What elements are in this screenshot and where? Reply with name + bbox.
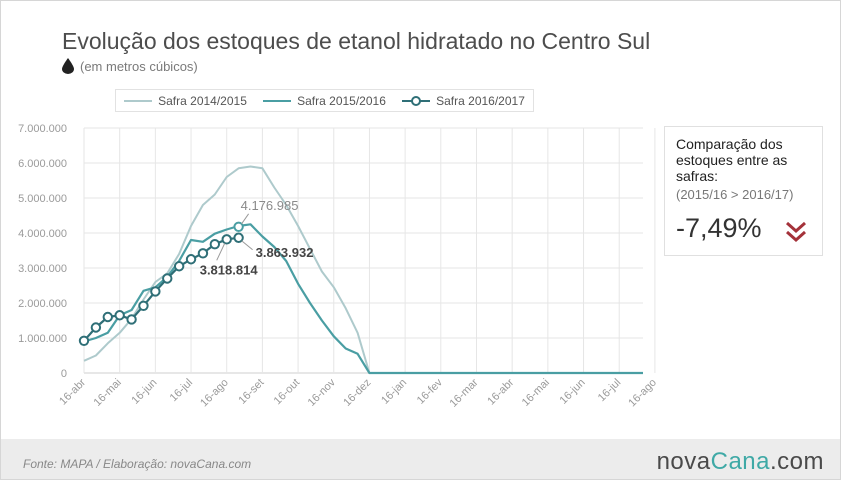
chart-subtitle: (em metros cúbicos) [62, 58, 198, 74]
footer-bar: Fonte: MAPA / Elaboração: novaCana.com n… [1, 439, 840, 479]
legend-swatch-line-icon [263, 99, 292, 102]
x-tick-label: 16-jan [379, 377, 409, 407]
brand-logo-accent: Cana [710, 448, 770, 475]
y-tick-label: 2.000.000 [18, 298, 67, 310]
y-tick-label: 5.000.000 [18, 193, 67, 205]
data-point-2016-2017 [114, 310, 125, 321]
y-tick-label: 7.000.000 [18, 123, 67, 135]
double-chevron-down-icon [786, 221, 806, 243]
gridlines [83, 127, 656, 374]
legend-label: Safra 2014/2015 [158, 93, 247, 108]
data-point-2016-2017 [233, 232, 244, 243]
brand-logo-tld: .com [769, 448, 824, 475]
x-tick-label: 16-mai [92, 377, 124, 409]
annotation-leader [216, 243, 226, 261]
y-tick-label: 1.000.000 [18, 333, 67, 345]
drop-icon [62, 58, 74, 74]
x-tick-label: 16-jun [129, 377, 159, 407]
x-tick-label: 16-out [272, 377, 303, 408]
comparison-value: -7,49% [676, 213, 762, 243]
x-tick-label: 16-abr [57, 376, 88, 407]
subtitle-text: (em metros cúbicos) [80, 58, 198, 74]
x-tick-label: 16-fev [415, 376, 445, 406]
comparison-subtitle: (2015/16 > 2016/17) [676, 187, 794, 202]
x-tick-label: 16-jun [558, 377, 588, 407]
data-point-2016-2017 [185, 254, 197, 265]
x-tick-label: 16-nov [306, 376, 339, 409]
comparison-title: Comparação dos estoques entre as safras: [676, 136, 788, 184]
data-point-2016-2017 [221, 234, 232, 245]
x-axis-ticks: 16-abr 16-mai 16-jun 16-jul 16-ago 16-set 16-o… [57, 376, 659, 409]
x-tick-label: 16-ago [198, 377, 231, 410]
x-tick-label: 16-jul [168, 377, 196, 405]
legend-label: Safra 2015/2016 [297, 93, 386, 108]
x-tick-label: 16-abr [485, 376, 516, 407]
data-point-2016-2017 [90, 322, 102, 333]
annotated-point-2015-2016 [233, 221, 244, 233]
data-point-2016-2017 [150, 286, 161, 297]
source-credit: Fonte: MAPA / Elaboração: novaCana.com [23, 457, 252, 471]
annotations: 4.176.985 3.818.814 3.863.932 [200, 198, 314, 278]
y-axis-ticks: 0 1.000.000 2.000.000 3.000.000 4.000.000 5.0… [18, 123, 67, 380]
series-line-2016-2017 [83, 236, 239, 342]
data-point-2016-2017 [102, 311, 113, 323]
annotation-label: 3.818.814 [200, 262, 259, 277]
x-tick-label: 16-set [236, 377, 266, 407]
chart-legend: Safra 2014/2015 Safra 2015/2016 Safra 20… [115, 89, 534, 112]
line-chart: 0 1.000.000 2.000.000 3.000.000 4.000.000 5.0… [18, 123, 659, 410]
annotation-leader [241, 213, 250, 225]
annotation-label: 4.176.985 [241, 198, 299, 213]
x-tick-label: 16-dez [341, 377, 373, 409]
annotation-leader [241, 240, 253, 251]
legend-item-2015-2016: Safra 2015/2016 [263, 94, 386, 108]
y-tick-label: 0 [61, 368, 67, 380]
data-point-2016-2017 [162, 273, 173, 284]
series-lines [83, 165, 643, 375]
y-tick-label: 3.000.000 [18, 263, 67, 275]
x-tick-label: 16-jul [596, 377, 624, 405]
x-tick-label: 16-ago [626, 377, 659, 410]
data-point-2016-2017 [209, 239, 221, 250]
y-tick-label: 6.000.000 [18, 158, 67, 170]
legend-swatch-line-icon [124, 99, 153, 102]
data-point-2016-2017 [138, 300, 149, 311]
series-markers [78, 221, 244, 346]
data-point-2016-2017 [173, 261, 185, 272]
legend-swatch-marker-icon [402, 95, 431, 106]
data-point-2016-2017 [78, 335, 90, 346]
page-title: Evolução dos estoques de etanol hidratad… [62, 28, 651, 54]
brand-logo-main: nova [656, 448, 711, 475]
comparison-box: Comparação dos estoques entre as safras:… [664, 126, 823, 256]
series-line-2014-2015 [83, 165, 643, 374]
x-tick-label: 16-mai [520, 377, 552, 409]
x-tick-label: 16-mar [447, 376, 480, 409]
brand-logo: novaCana.com [657, 448, 824, 476]
data-point-2016-2017 [197, 248, 209, 259]
legend-item-2016-2017: Safra 2016/2017 [402, 94, 525, 108]
y-tick-label: 4.000.000 [18, 228, 67, 240]
data-point-2016-2017 [126, 314, 137, 325]
annotation-label: 3.863.932 [256, 245, 314, 260]
legend-label: Safra 2016/2017 [436, 93, 525, 108]
legend-item-2014-2015: Safra 2014/2015 [124, 94, 247, 108]
